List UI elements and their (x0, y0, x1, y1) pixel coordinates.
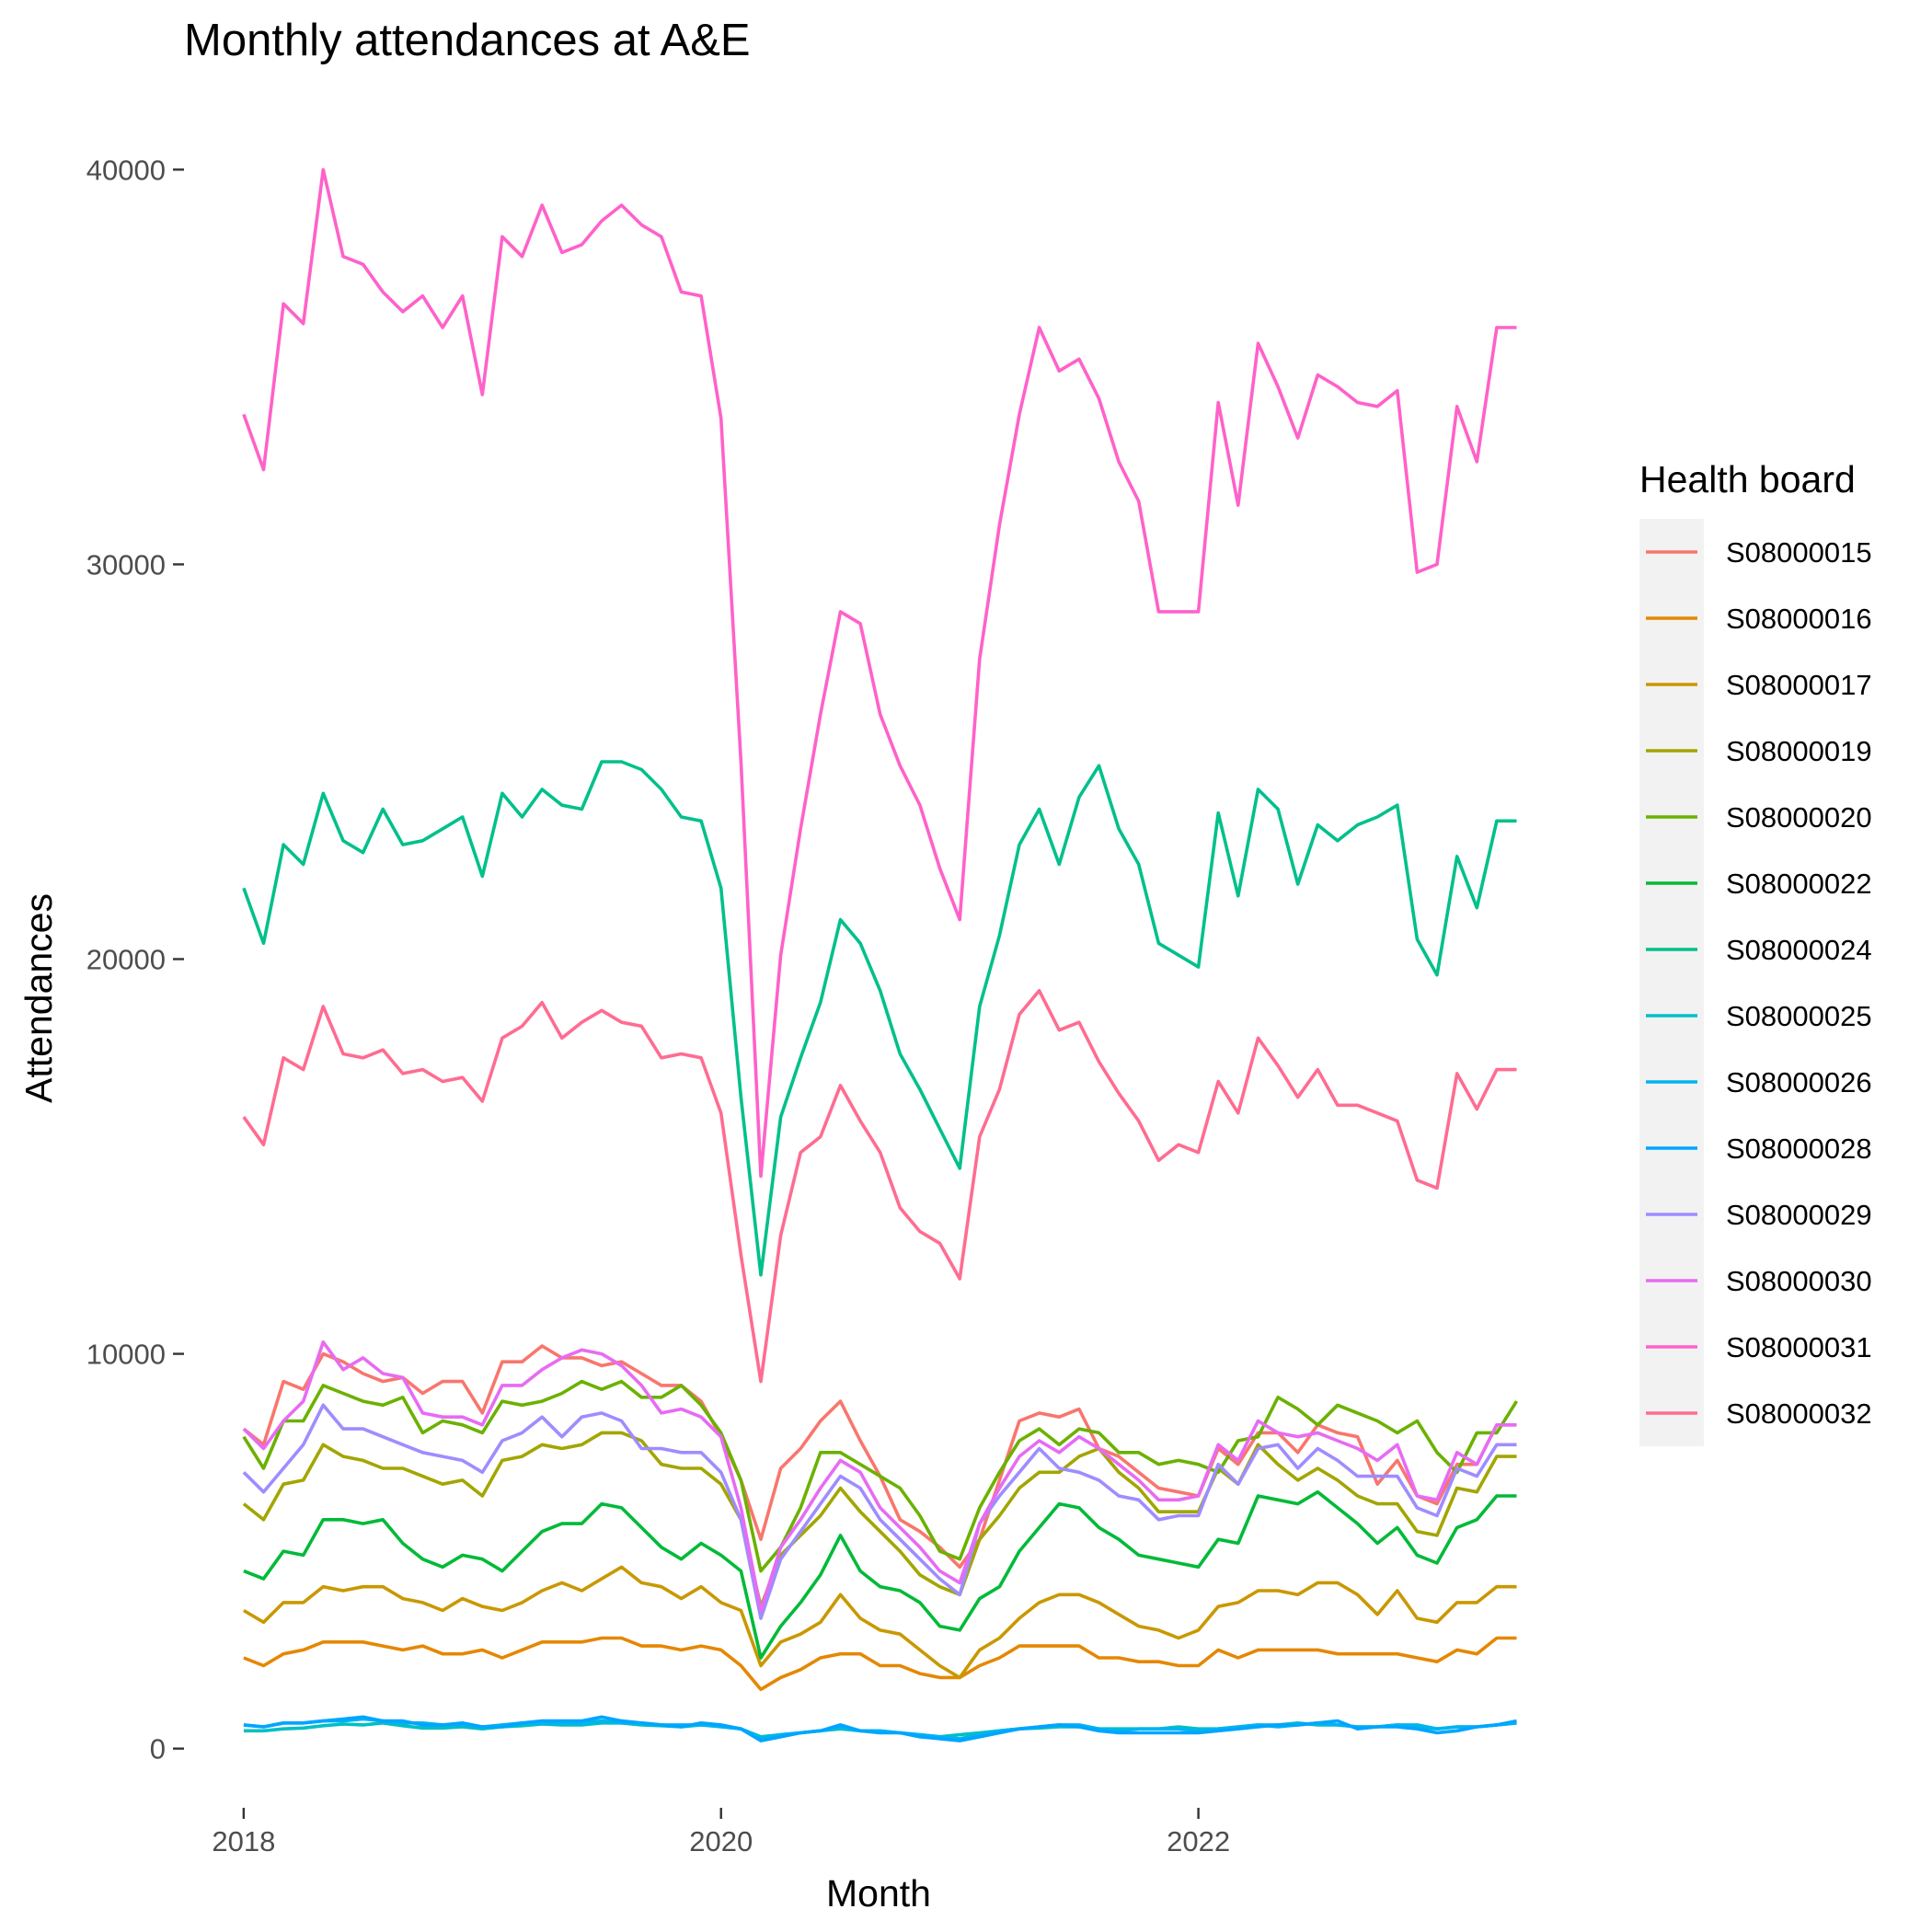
legend-label: S08000024 (1726, 934, 1872, 966)
x-axis-title: Month (826, 1872, 931, 1915)
legend-label: S08000025 (1726, 1000, 1872, 1032)
x-axis: 2018 2020 2022 (212, 1808, 1230, 1857)
legend-key-background (1639, 519, 1704, 1446)
series-line-S08000024 (242, 760, 1517, 1277)
legend-title: Health board (1639, 458, 1856, 500)
plot-area (242, 167, 1519, 1742)
chart-title: Monthly attendances at A&E (184, 16, 751, 65)
y-tick-label: 0 (150, 1733, 166, 1765)
y-tick-label: 20000 (86, 944, 166, 976)
legend-label: S08000032 (1726, 1397, 1872, 1430)
series-line-S08000022 (243, 1489, 1517, 1660)
series-line-S08000028 (243, 1715, 1517, 1742)
y-tick-label: 10000 (86, 1339, 166, 1371)
series-line-S08000030 (242, 1340, 1517, 1613)
x-tick-label: 2022 (1167, 1825, 1230, 1857)
series-line-S08000019 (242, 1431, 1517, 1608)
series-line-S08000029 (242, 1403, 1517, 1620)
legend-label: S08000015 (1726, 536, 1872, 569)
legend-label: S08000016 (1726, 603, 1872, 635)
series-line-S08000017 (242, 1565, 1517, 1680)
legend-label: S08000031 (1726, 1331, 1872, 1363)
legend-label: S08000029 (1726, 1199, 1872, 1231)
series-line-S08000020 (242, 1379, 1519, 1573)
legend: Health board S08000015 S08000016 S08000017… (1639, 458, 1872, 1446)
series-line-S08000031 (242, 167, 1517, 1179)
y-axis-title: Attendances (17, 893, 60, 1103)
series-line-S08000016 (243, 1636, 1517, 1692)
legend-label: S08000022 (1726, 868, 1872, 900)
y-tick-label: 30000 (86, 548, 166, 581)
y-tick-label: 40000 (86, 154, 166, 186)
series-line-S08000032 (242, 989, 1517, 1384)
legend-label: S08000017 (1726, 669, 1872, 701)
legend-label: S08000030 (1726, 1265, 1872, 1297)
x-tick-label: 2020 (689, 1825, 753, 1857)
x-tick-label: 2018 (212, 1825, 275, 1857)
y-axis: 0 10000 20000 30000 40000 (86, 154, 184, 1765)
legend-label: S08000026 (1726, 1066, 1872, 1098)
legend-label: S08000028 (1726, 1133, 1872, 1165)
legend-label: S08000019 (1726, 735, 1872, 767)
legend-label: S08000020 (1726, 801, 1872, 834)
